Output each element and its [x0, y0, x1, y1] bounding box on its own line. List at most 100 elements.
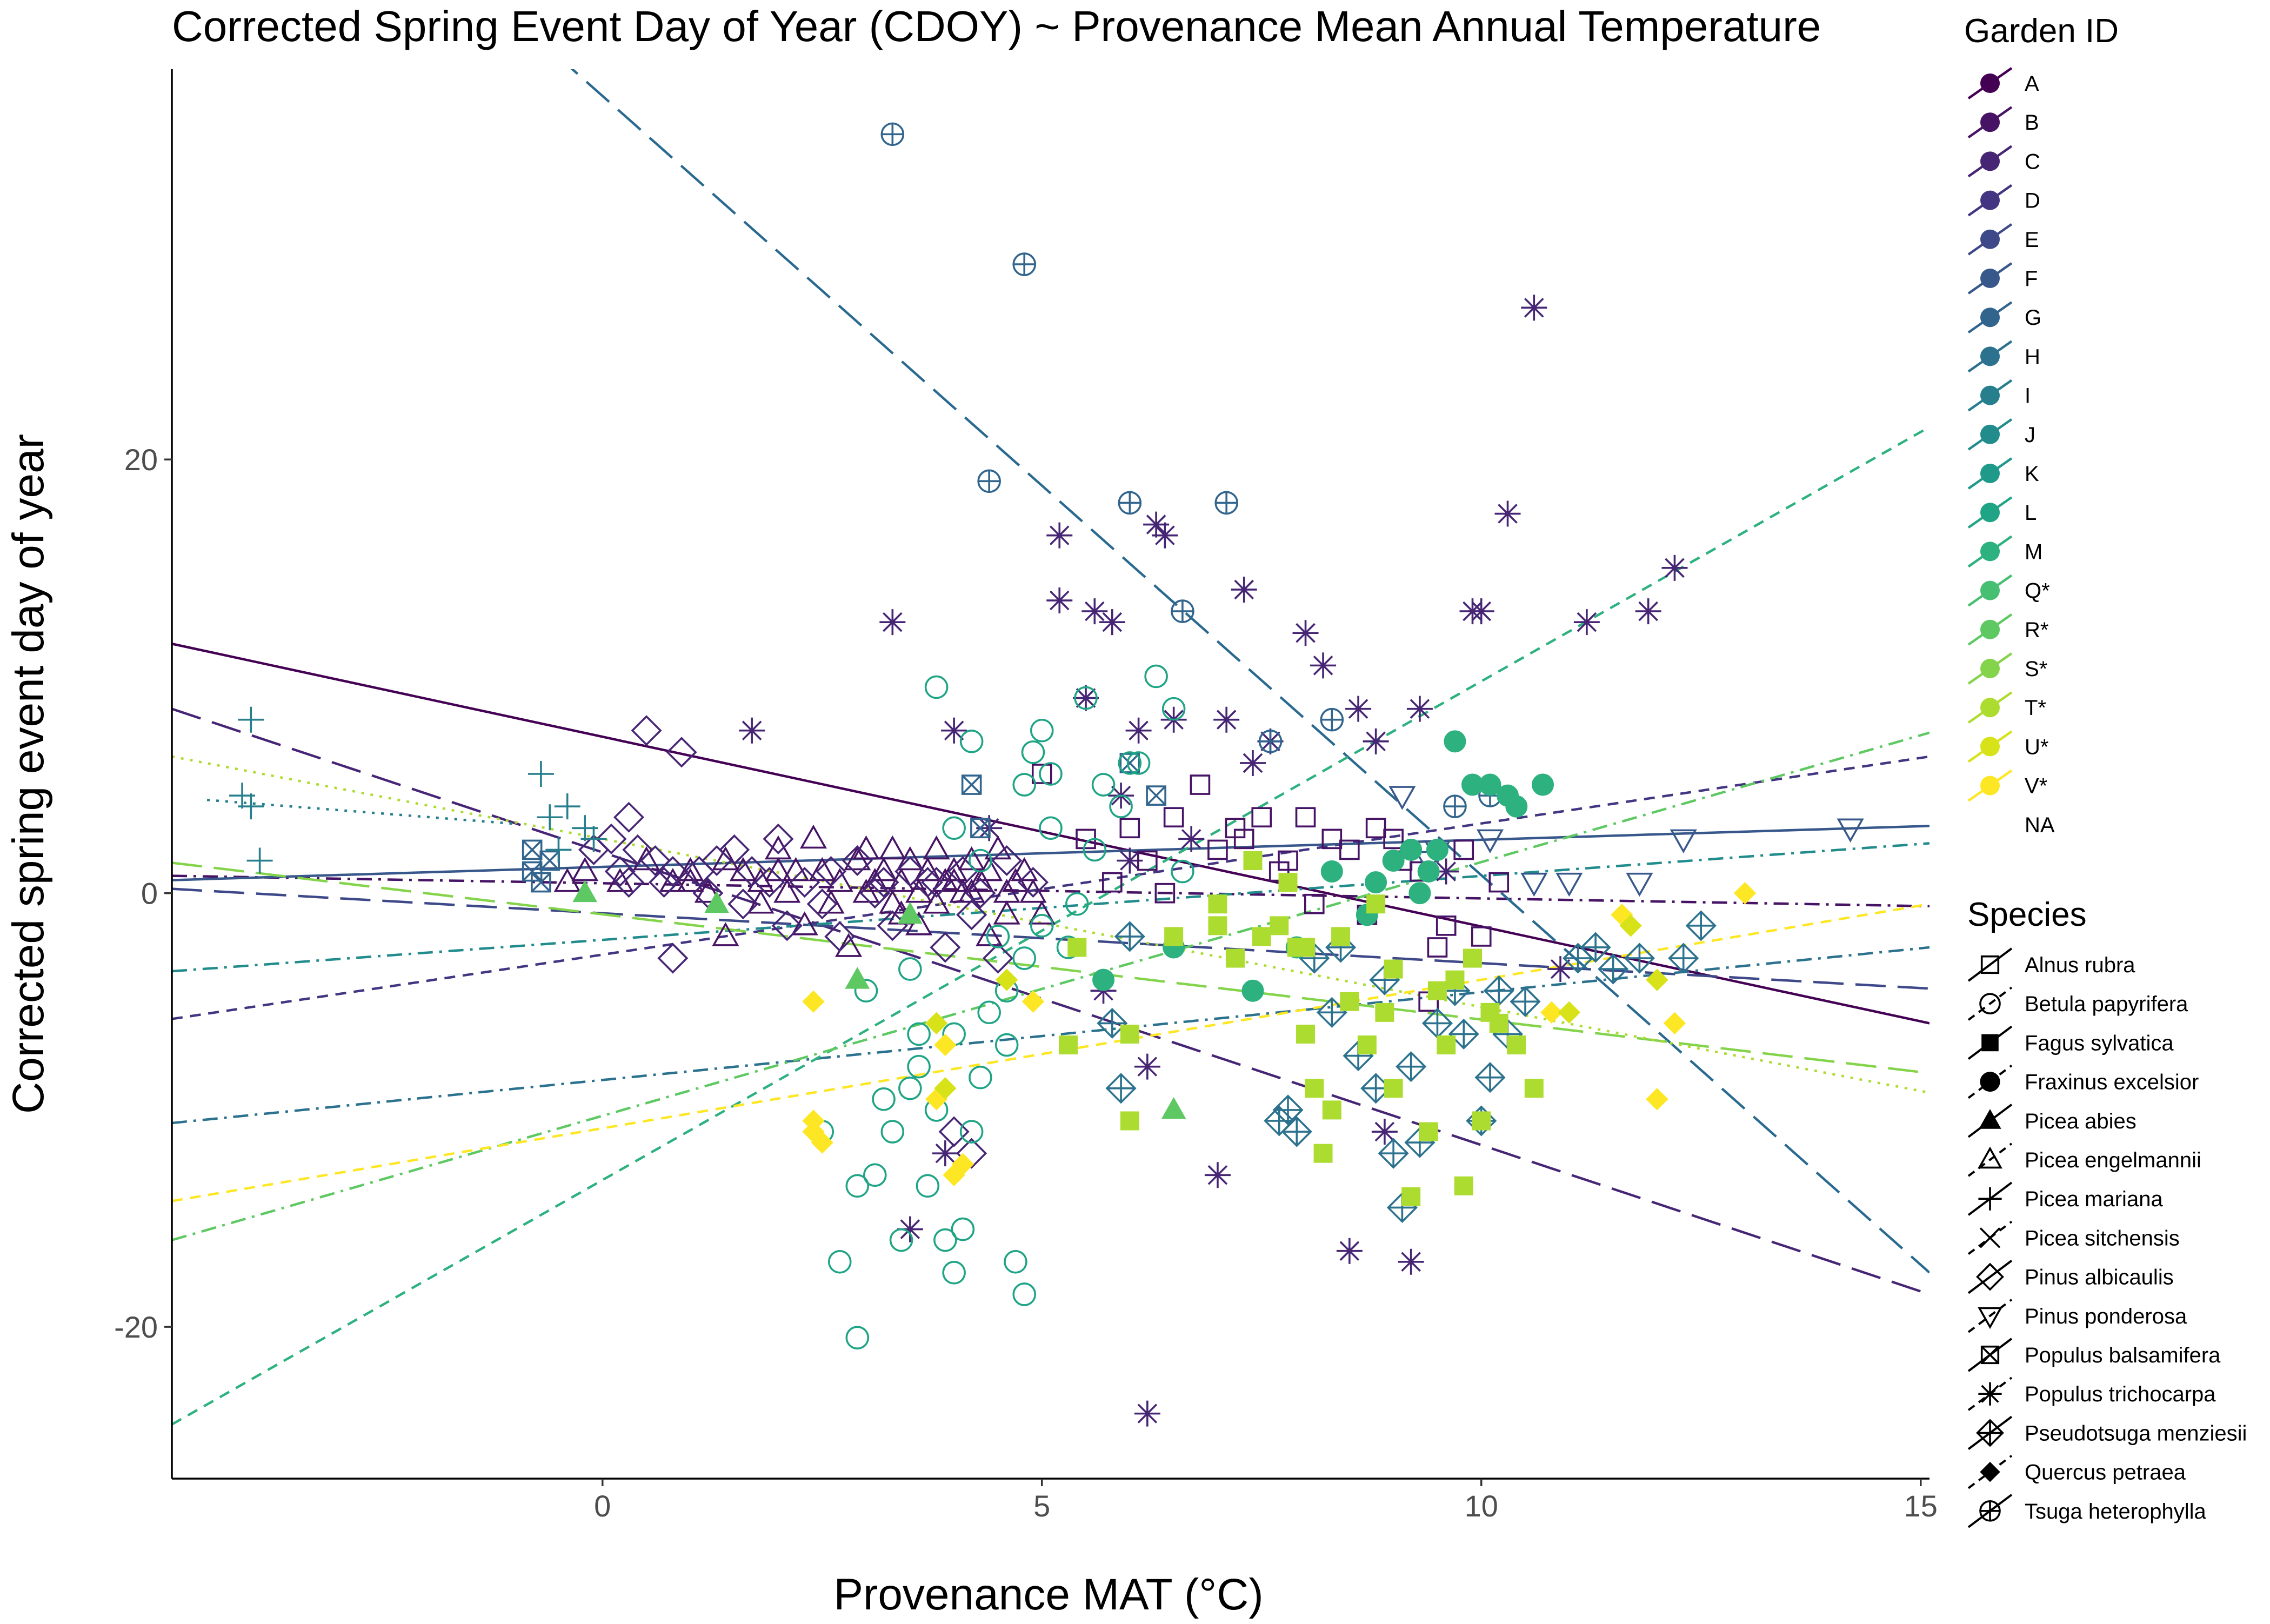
square-marker: [1137, 850, 1158, 871]
triangle-down-marker: [1626, 872, 1653, 897]
circle-marker: [1979, 993, 2001, 1014]
triangle-marker: [826, 867, 853, 892]
data-point: [1685, 910, 1717, 941]
data-point: [1004, 1249, 1027, 1274]
diamond-plus-marker-lines: [1318, 998, 1346, 1027]
asterisk-marker: [1635, 598, 1661, 625]
diamond-plus-marker-lines: [1397, 1052, 1425, 1081]
circle-plus-marker-lines: [1444, 796, 1466, 818]
data-point: [727, 888, 759, 920]
data-point: [977, 1000, 1001, 1025]
data-point: [994, 1033, 1019, 1057]
data-point: [1231, 576, 1257, 603]
triangle-marker: [845, 967, 870, 989]
diamond-marker: [604, 856, 636, 887]
data-point: [923, 890, 950, 914]
data-point: [859, 878, 891, 909]
data-point: [1573, 609, 1600, 636]
diamond-marker: [631, 715, 662, 746]
garden-legend-label: E: [2025, 228, 2039, 252]
garden-legend-item: S*: [1967, 652, 2047, 685]
triangle-marker: [976, 922, 1003, 946]
square-marker: [1251, 807, 1272, 828]
square-marker: [1401, 1187, 1421, 1206]
circle-marker: [1126, 751, 1151, 775]
data-point: [1225, 818, 1246, 839]
data-point: [1120, 1024, 1139, 1044]
species-legend-label: Pinus albicaulis: [2025, 1266, 2174, 1289]
diamond-marker: [754, 867, 785, 898]
diamond-plus-marker-lines: [1116, 922, 1144, 951]
circle-marker: [1083, 838, 1107, 862]
triangle-marker: [729, 857, 757, 881]
data-point: [1436, 915, 1457, 936]
data-point: [1663, 1012, 1686, 1035]
square-marker: [1445, 970, 1465, 990]
data-point: [930, 932, 961, 963]
data-point: [905, 911, 933, 935]
square-marker: [1472, 1111, 1491, 1131]
square-cross-marker-lines: [531, 872, 551, 892]
species-legend-label: Fraxinus excelsior: [2025, 1071, 2199, 1094]
asterisk-marker: [1310, 652, 1337, 679]
asterisk-marker: [1573, 609, 1600, 636]
diamond-marker: [763, 823, 794, 854]
diamond-marker: [1646, 1088, 1668, 1111]
diamond-plus-marker-lines: [1423, 1009, 1452, 1038]
garden-legend-label: Q*: [2025, 579, 2050, 603]
species-legend-item: Alnus rubra: [1967, 947, 2135, 982]
triangle-marker: [976, 857, 1003, 881]
regression-line: [172, 643, 1929, 1025]
data-point: [1046, 587, 1073, 614]
asterisk-marker: [1336, 1238, 1363, 1264]
diamond-marker: [1558, 1001, 1581, 1024]
data-point: [1154, 883, 1176, 904]
data-point: [1039, 762, 1063, 786]
garden-legend-item: I: [1967, 379, 2031, 412]
data-point: [1505, 795, 1528, 818]
data-point: [1207, 839, 1228, 860]
data-point: [827, 1249, 852, 1274]
data-point: [1144, 664, 1168, 689]
garden-legend-label: M: [2025, 540, 2042, 564]
data-point: [712, 922, 739, 946]
data-point: [1357, 1035, 1377, 1055]
data-point: [880, 122, 905, 146]
circle-marker: [898, 957, 922, 981]
plus-marker: [238, 706, 264, 733]
data-point: [657, 943, 689, 974]
legend-dot-key: [1980, 619, 2000, 639]
garden-legend-label: G: [2025, 306, 2041, 330]
data-point: [1483, 975, 1514, 1006]
circle-marker: [969, 848, 992, 873]
asterisk-marker: [1371, 1119, 1398, 1145]
data-point: [1375, 1003, 1394, 1022]
data-point: [1134, 1053, 1160, 1080]
data-point: [863, 1163, 887, 1187]
triangle-marker: [879, 835, 906, 860]
data-point: [986, 925, 1010, 948]
square-marker: [1295, 807, 1316, 828]
diamond-marker: [1021, 990, 1045, 1013]
circle-marker: [880, 1120, 905, 1144]
data-point: [1213, 706, 1240, 733]
data-point: [639, 845, 671, 877]
diamond-marker: [1976, 1262, 2004, 1291]
data-point: [1365, 871, 1387, 894]
species-legend-label: Picea abies: [2025, 1110, 2137, 1133]
garden-legend-item: H: [1967, 340, 2040, 373]
triangle-marker: [984, 835, 1012, 860]
data-point: [845, 967, 870, 989]
square-cross-marker-lines: [522, 840, 542, 860]
triangle-marker: [1011, 857, 1038, 881]
data-point: [809, 857, 836, 881]
data-point: [1109, 794, 1133, 818]
data-point: [969, 1065, 992, 1090]
data-point: [1378, 1138, 1409, 1169]
data-point: [1021, 740, 1045, 764]
data-point: [1152, 522, 1178, 549]
data-point: [1366, 894, 1386, 914]
data-point: [984, 835, 1012, 860]
data-point: [941, 717, 967, 744]
